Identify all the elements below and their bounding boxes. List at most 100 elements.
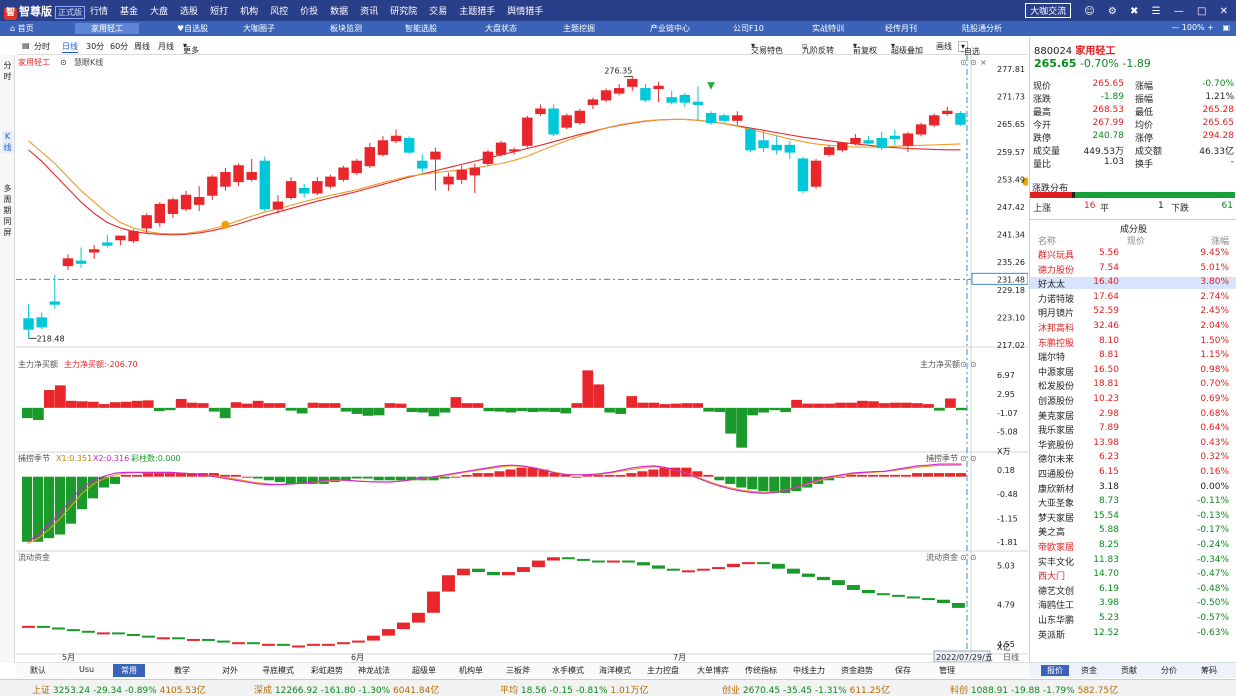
indicator-tab-16[interactable]: 中线主力 xyxy=(793,666,825,675)
indicator-tab-14[interactable]: 大单博弈 xyxy=(697,666,729,675)
tab-6[interactable]: 大盘状态 xyxy=(485,23,517,34)
indicator-tab-8[interactable]: 超级单 xyxy=(412,666,436,675)
menu-item-12[interactable]: 主题猎手 xyxy=(459,7,496,17)
indicator-tab-7[interactable]: 神龙战法 xyxy=(358,666,390,675)
menu-item-3[interactable]: 选股 xyxy=(180,7,199,17)
index-4[interactable]: 科创 1088.91 -19.88 -1.79% 582.75亿 xyxy=(950,683,1118,696)
settings-icon[interactable]: ⚙ xyxy=(1107,6,1117,17)
zoom-in-icon[interactable]: + xyxy=(1207,23,1214,32)
zoom-control[interactable]: — 100% + ▣ xyxy=(1171,23,1230,32)
cons-row[interactable]: 沐邦高科 32.46 2.04% xyxy=(1030,321,1236,334)
indicator-tab-0[interactable]: 默认 xyxy=(30,666,46,675)
cons-row[interactable]: 美克家居 2.98 0.68% xyxy=(1030,409,1236,422)
draw-button[interactable]: 画线 xyxy=(936,42,952,51)
tab-5[interactable]: 智能选股 xyxy=(405,23,437,34)
quote-tab-0[interactable]: 报价 xyxy=(1041,665,1069,676)
cons-row[interactable]: 瑞尔特 8.81 1.15% xyxy=(1030,350,1236,363)
panel-ctrl-icon[interactable]: ⊙ xyxy=(970,58,977,67)
cons-row[interactable]: 四通股份 6.15 0.16% xyxy=(1030,467,1236,480)
period-monthly[interactable]: 月线 xyxy=(158,42,174,51)
tab-0[interactable]: ⌂ 首页 xyxy=(10,23,34,34)
index-1[interactable]: 深成 12266.92 -161.80 -1.30% 6041.84亿 xyxy=(254,683,439,696)
period-more[interactable]: 更多 ▾ xyxy=(183,41,199,55)
quote-tab-1[interactable]: 资金 xyxy=(1081,666,1097,675)
fullscreen-icon[interactable]: ▣ xyxy=(1222,23,1230,32)
cons-row[interactable]: 美之高 5.88 -0.17% xyxy=(1030,525,1236,538)
menu-item-13[interactable]: 舆情猎手 xyxy=(507,7,544,17)
indicator-tab-15[interactable]: 传统指标 xyxy=(745,666,777,675)
indicator-tab-12[interactable]: 海洋模式 xyxy=(599,666,631,675)
tab-10[interactable]: 实战特训 xyxy=(812,23,844,34)
cons-row[interactable]: 梦天家居 15.54 -0.13% xyxy=(1030,511,1236,524)
quote-tab-3[interactable]: 分价 xyxy=(1161,666,1177,675)
index-2[interactable]: 平均 18.56 -0.15 -0.81% 1.01万亿 xyxy=(500,683,648,696)
indicator-tab-3[interactable]: 教学 xyxy=(174,666,190,675)
indicator-tab-18[interactable]: 保存 xyxy=(895,666,911,675)
bigcoffee-button[interactable]: 大咖交流 xyxy=(1025,3,1072,18)
period-daily[interactable]: 日线 xyxy=(62,42,78,53)
cons-row[interactable]: 好太太 16.40 3.80% xyxy=(1030,277,1236,290)
indicator-tab-10[interactable]: 三板斧 xyxy=(506,666,530,675)
panel-ctrl-icon[interactable]: ⊙ xyxy=(970,454,977,463)
panel-ctrl-icon[interactable]: ⊙ xyxy=(960,454,967,463)
menu-item-1[interactable]: 基金 xyxy=(120,7,139,17)
cons-row[interactable]: 西大门 14.70 -0.47% xyxy=(1030,569,1236,582)
help-icon[interactable]: ☰ xyxy=(1151,6,1161,17)
cons-row[interactable]: 中源家居 16.50 0.98% xyxy=(1030,365,1236,378)
tab-12[interactable]: 陆股通分析 xyxy=(962,23,1002,34)
cons-row[interactable]: 海鸥住工 3.98 -0.50% xyxy=(1030,598,1236,611)
panel-ctrl-icon[interactable]: × xyxy=(980,58,987,67)
panel-ctrl-icon[interactable]: ⊙ xyxy=(960,360,967,369)
indicator-tab-1[interactable]: Usu xyxy=(79,665,95,674)
cons-row[interactable]: 东鹏控股 8.10 1.50% xyxy=(1030,336,1236,349)
period-60min[interactable]: 60分 xyxy=(110,42,129,51)
cons-row[interactable]: 大亚圣象 8.73 -0.11% xyxy=(1030,496,1236,509)
indicator-tab-2[interactable]: 常用 xyxy=(113,664,145,677)
menu-item-10[interactable]: 研究院 xyxy=(390,7,418,17)
indicator-tab-17[interactable]: 资金趋势 xyxy=(841,666,873,675)
panel-ctrl-icon[interactable]: ⊙ xyxy=(960,553,967,562)
panel-ctrl-icon[interactable]: ⊙ xyxy=(970,360,977,369)
cons-row[interactable]: 创源股份 10.23 0.69% xyxy=(1030,394,1236,407)
menu-item-11[interactable]: 交易 xyxy=(429,7,448,17)
tools-icon[interactable]: ✖ xyxy=(1130,6,1139,17)
tab-4[interactable]: 板块监测 xyxy=(330,23,362,34)
close-icon[interactable]: ✕ xyxy=(1219,6,1228,17)
menu-item-9[interactable]: 资讯 xyxy=(360,7,379,17)
tab-2[interactable]: ♥自选股 xyxy=(177,23,208,34)
zoom-out-icon[interactable]: — xyxy=(1171,23,1180,32)
minimize-icon[interactable]: — xyxy=(1173,6,1184,17)
menu-item-4[interactable]: 短打 xyxy=(210,7,229,17)
indicator-tab-11[interactable]: 水手模式 xyxy=(552,666,584,675)
period-weekly[interactable]: 周线 xyxy=(134,42,150,51)
period-30min[interactable]: 30分 xyxy=(86,42,105,51)
tab-3[interactable]: 大咖圈子 xyxy=(243,23,275,34)
cons-row[interactable]: 德力股份 7.54 5.01% xyxy=(1030,263,1236,276)
menu-item-8[interactable]: 数据 xyxy=(330,7,349,17)
menu-item-2[interactable]: 大盘 xyxy=(150,7,169,17)
cons-row[interactable]: 群兴玩具 5.56 9.45% xyxy=(1030,248,1236,261)
adjust-dropdown[interactable]: 前复权 ▾ xyxy=(853,41,877,55)
cons-row[interactable]: 帝欧家居 8.25 -0.24% xyxy=(1030,540,1236,553)
cons-row[interactable]: 德艺文创 6.19 -0.48% xyxy=(1030,584,1236,597)
panel-ctrl-icon[interactable]: ⊙ xyxy=(960,58,967,67)
cons-row[interactable]: 松发股份 18.81 0.70% xyxy=(1030,379,1236,392)
index-3[interactable]: 创业 2670.45 -35.45 -1.31% 611.25亿 xyxy=(722,683,890,696)
period-intraday[interactable]: 分时 xyxy=(34,42,50,51)
menu-item-7[interactable]: 价投 xyxy=(300,7,319,17)
cons-row[interactable]: 实丰文化 11.83 -0.34% xyxy=(1030,555,1236,568)
quote-tab-4[interactable]: 筹码 xyxy=(1201,666,1217,675)
quote-tab-2[interactable]: 贡献 xyxy=(1121,666,1137,675)
chart-area[interactable]: 276.35 218.48 ▼ 231.48 家用轻工 ⊙ 慧眼K线 ⊙ ⊙ × 277.81 27… xyxy=(16,55,1031,663)
menu-item-5[interactable]: 机构 xyxy=(240,7,259,17)
tab-1[interactable]: 家用轻工 xyxy=(75,23,139,34)
nav-intraday[interactable]: 分时 xyxy=(3,61,12,81)
tab-11[interactable]: 经传月刊 xyxy=(885,23,917,34)
nav-multi-period[interactable]: 多周期同屏 xyxy=(3,184,12,237)
cons-row[interactable]: 英派斯 12.52 -0.63% xyxy=(1030,628,1236,641)
cons-row[interactable]: 华瓷股份 13.98 0.43% xyxy=(1030,438,1236,451)
overlay-dropdown[interactable]: 超级叠加 ▾ xyxy=(891,41,923,55)
tab-8[interactable]: 产业链中心 xyxy=(650,23,690,34)
dropdown-icon[interactable]: ⊙ xyxy=(60,58,67,67)
